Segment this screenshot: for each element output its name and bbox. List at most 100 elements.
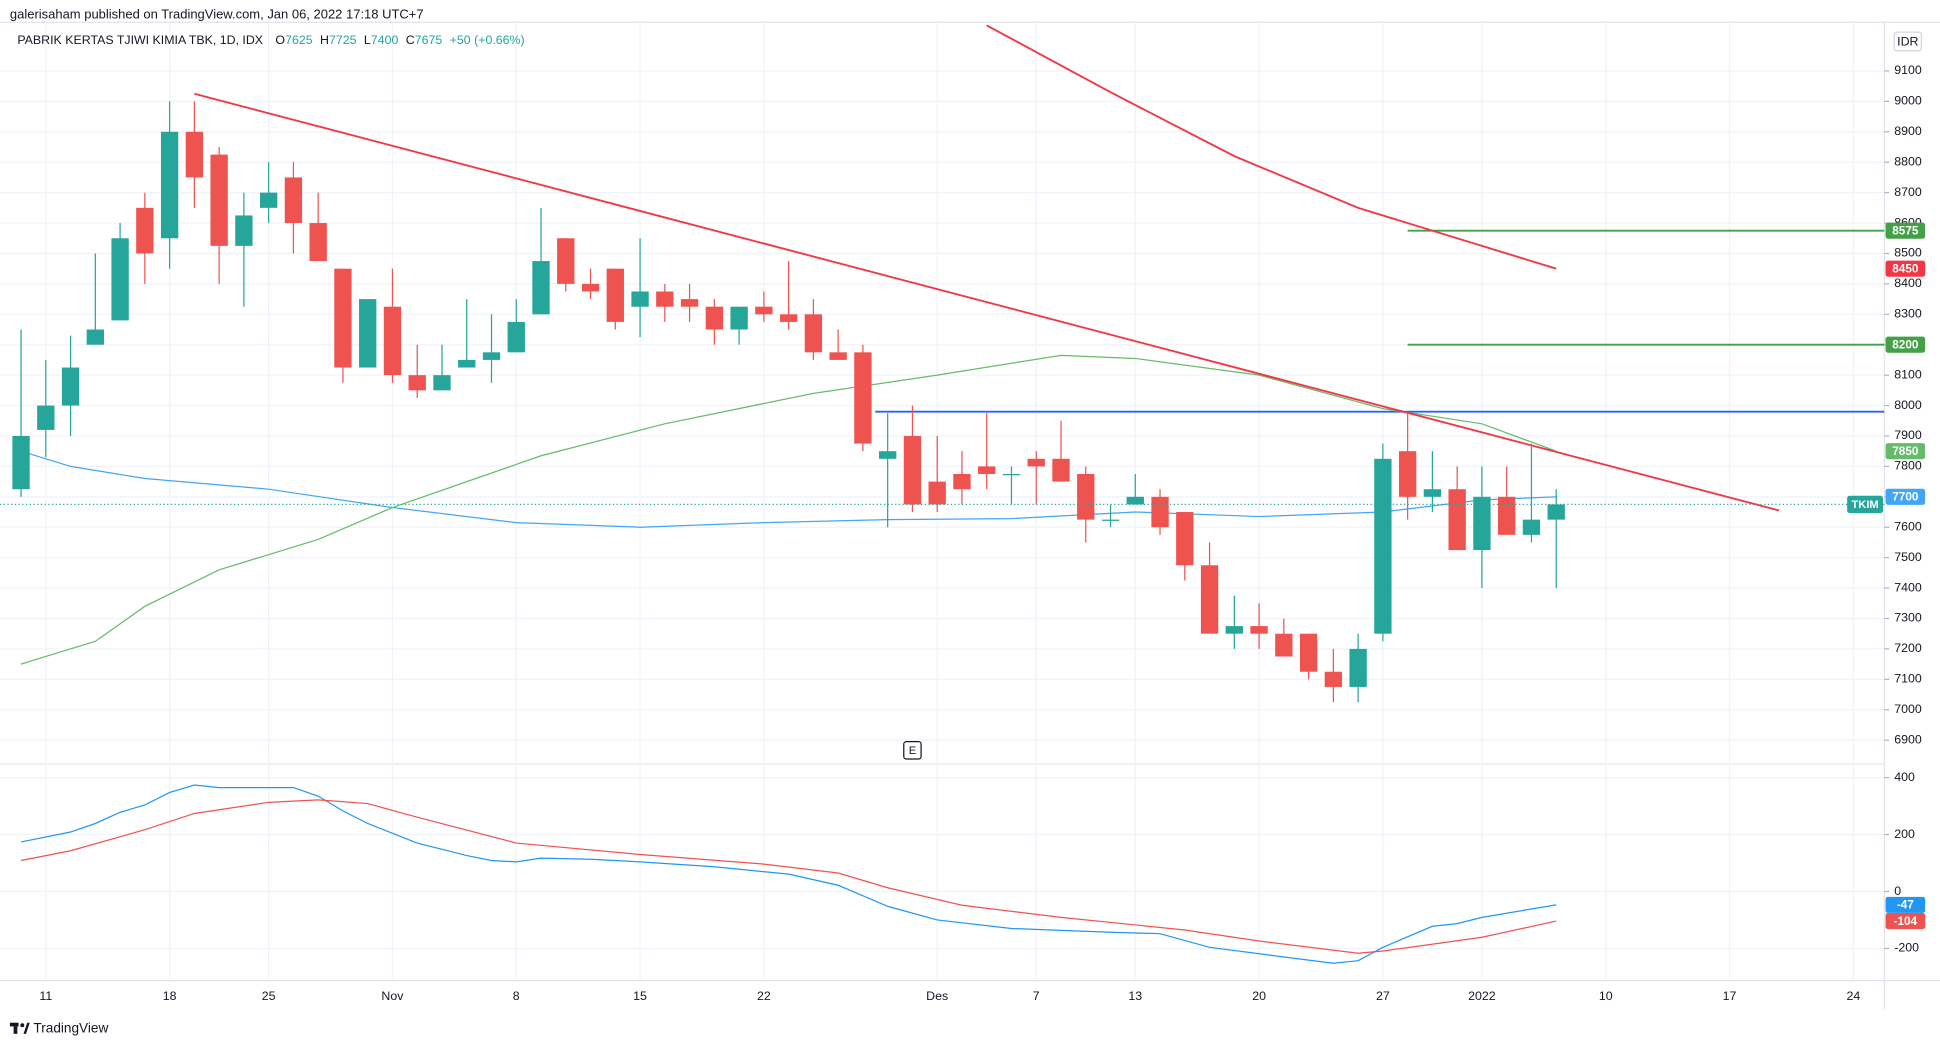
y-tick-label: 7900	[1894, 428, 1922, 442]
x-tick-label: 20	[1252, 989, 1266, 1003]
price-badge-label: 7700	[1892, 491, 1919, 504]
x-tick-label: Nov	[381, 989, 404, 1003]
price-badge	[1885, 336, 1926, 353]
candle-body	[284, 177, 303, 224]
y-tick-label: 0	[1894, 884, 1901, 898]
legend-value: 7675	[415, 33, 443, 47]
price-line	[986, 24, 1557, 270]
candle-body	[433, 375, 451, 391]
y-tick-label: 8300	[1894, 307, 1922, 321]
candle-body	[1250, 626, 1268, 634]
candle-body	[37, 405, 55, 430]
candle-body	[903, 435, 922, 505]
x-tick-label: 10	[1599, 989, 1613, 1003]
candle-body	[1077, 474, 1095, 520]
candle-body	[458, 359, 476, 368]
legend-value: 7625	[285, 33, 313, 47]
price-line	[194, 92, 1780, 512]
candle-body	[532, 261, 550, 315]
legend-value: 7400	[371, 33, 399, 47]
candle-body	[755, 306, 773, 315]
candle-body	[210, 154, 228, 246]
indicator-line	[20, 799, 1557, 954]
candle-body	[1002, 474, 1021, 476]
y-tick-label: 8700	[1894, 185, 1922, 199]
candle-body	[309, 223, 327, 262]
candle-body	[408, 375, 426, 391]
candle-body	[235, 215, 253, 246]
price-badge-label: 8450	[1892, 262, 1919, 275]
candle-body	[482, 352, 501, 360]
legend-change: +50 (+0.66%)	[450, 33, 525, 47]
x-tick-label: 2022	[1468, 989, 1496, 1003]
candle-body	[160, 131, 179, 239]
candle-body	[953, 474, 971, 490]
candle-body	[1027, 458, 1045, 467]
price-line	[20, 354, 1557, 665]
legend-key: H	[320, 33, 329, 47]
candle-body	[86, 329, 104, 345]
y-tick-label: 8000	[1894, 398, 1922, 412]
candle-body	[12, 435, 30, 490]
candle-body	[1398, 451, 1417, 497]
candle-body	[1299, 633, 1318, 672]
brand: TradingView	[33, 1020, 108, 1035]
x-tick-label: Des	[926, 989, 948, 1003]
price-badge	[1885, 260, 1926, 277]
candle-body	[359, 299, 377, 368]
y-tick-label: 8900	[1894, 124, 1922, 138]
candle-body	[581, 283, 600, 292]
x-tick-label: 13	[1128, 989, 1142, 1003]
legend-key: L	[364, 33, 371, 47]
candle-body	[1200, 565, 1219, 634]
candle-body	[1522, 519, 1541, 535]
candle-body	[1374, 458, 1392, 634]
candle-body	[1101, 519, 1120, 521]
price-badge-label: 8575	[1892, 224, 1919, 237]
x-tick-label: 7	[1033, 989, 1040, 1003]
y-tick-label: 200	[1894, 827, 1915, 841]
candle-body	[185, 131, 204, 178]
candle-body	[829, 352, 847, 360]
symbol-badge-label: TKIM	[1851, 499, 1878, 511]
y-tick-label: 9100	[1894, 63, 1922, 77]
candle-body	[631, 291, 649, 307]
event-marker[interactable]	[903, 741, 922, 760]
candle-body	[1349, 648, 1367, 687]
candle-body	[136, 207, 154, 254]
published-note: galerisaham published on TradingView.com…	[10, 6, 424, 21]
legend-key: C	[406, 33, 415, 47]
price-badge	[1885, 222, 1926, 239]
candle-body	[383, 306, 402, 376]
candle-body	[557, 238, 575, 284]
x-tick-label: 15	[633, 989, 647, 1003]
price-badge	[1885, 896, 1926, 913]
x-tick-label: 17	[1723, 989, 1737, 1003]
x-tick-label: 24	[1846, 989, 1860, 1003]
candle-body	[507, 321, 525, 353]
tradingview-logo	[9, 1022, 30, 1034]
x-tick-label: 25	[262, 989, 276, 1003]
legend-title: PABRIK KERTAS TJIWI KIMIA TBK, 1D, IDX	[17, 33, 263, 47]
candle-body	[1473, 496, 1491, 551]
candle-body	[730, 306, 748, 330]
candle-body	[1448, 489, 1466, 551]
y-tick-label: 8400	[1894, 276, 1922, 290]
candle-body	[804, 314, 823, 353]
price-badge	[1885, 913, 1926, 930]
legend-value: 7725	[329, 33, 357, 47]
currency-box[interactable]	[1893, 31, 1923, 52]
y-tick-label: -200	[1894, 941, 1919, 955]
x-tick-label: 22	[757, 989, 771, 1003]
x-tick-label: 11	[39, 989, 52, 1003]
indicator-line	[20, 784, 1557, 964]
y-tick-label: 7100	[1894, 672, 1922, 686]
y-tick-label: 400	[1894, 770, 1915, 784]
candle-body	[1547, 504, 1565, 520]
candle-body	[656, 291, 674, 307]
candle-body	[111, 238, 129, 321]
y-tick-label: 6900	[1894, 732, 1922, 746]
